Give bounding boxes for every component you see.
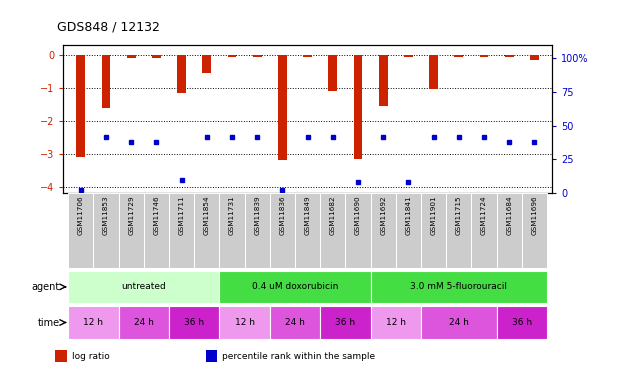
Text: GSM11839: GSM11839 — [254, 195, 260, 235]
Bar — [68, 306, 119, 339]
Bar — [270, 306, 320, 339]
Bar — [177, 55, 186, 93]
Text: GSM11715: GSM11715 — [456, 195, 462, 235]
Bar — [220, 306, 270, 339]
Text: GDS848 / 12132: GDS848 / 12132 — [57, 21, 160, 34]
Bar — [68, 193, 93, 268]
Bar — [295, 193, 320, 268]
Bar — [370, 306, 421, 339]
Text: 24 h: 24 h — [285, 318, 305, 327]
Text: 24 h: 24 h — [134, 318, 154, 327]
Text: GSM11706: GSM11706 — [78, 195, 84, 235]
Bar — [454, 55, 463, 57]
Text: 12 h: 12 h — [386, 318, 406, 327]
Text: GSM11746: GSM11746 — [153, 195, 160, 235]
Bar — [228, 55, 237, 57]
Bar — [220, 271, 370, 303]
Text: GSM11849: GSM11849 — [305, 195, 310, 235]
Text: percentile rank within the sample: percentile rank within the sample — [222, 352, 375, 361]
Text: GSM11729: GSM11729 — [128, 195, 134, 235]
Bar — [480, 55, 488, 57]
Bar — [421, 306, 497, 339]
Text: 12 h: 12 h — [235, 318, 254, 327]
Text: untreated: untreated — [121, 282, 166, 291]
Bar — [471, 193, 497, 268]
Text: GSM11696: GSM11696 — [531, 195, 538, 235]
Bar — [379, 55, 387, 106]
Bar — [127, 55, 136, 57]
Text: GSM11684: GSM11684 — [506, 195, 512, 235]
Bar — [206, 350, 217, 362]
Text: 36 h: 36 h — [335, 318, 355, 327]
Text: GSM11836: GSM11836 — [280, 195, 285, 235]
Bar — [245, 193, 270, 268]
Bar — [253, 55, 262, 57]
Bar — [370, 271, 547, 303]
Text: time: time — [38, 318, 60, 327]
Text: 36 h: 36 h — [512, 318, 532, 327]
Text: 3.0 mM 5-fluorouracil: 3.0 mM 5-fluorouracil — [410, 282, 507, 291]
Text: 24 h: 24 h — [449, 318, 469, 327]
Bar — [56, 350, 66, 362]
Text: GSM11690: GSM11690 — [355, 195, 361, 235]
Bar — [320, 306, 370, 339]
Text: agent: agent — [32, 282, 60, 292]
Bar — [404, 55, 413, 57]
Text: GSM11682: GSM11682 — [330, 195, 336, 235]
Bar — [497, 306, 547, 339]
Bar — [144, 193, 169, 268]
Bar — [152, 55, 161, 57]
Bar — [203, 55, 211, 73]
Bar — [304, 55, 312, 57]
Bar — [345, 193, 370, 268]
Bar — [429, 55, 438, 90]
Bar — [270, 193, 295, 268]
Bar — [68, 271, 220, 303]
Text: GSM11731: GSM11731 — [229, 195, 235, 235]
Text: 0.4 uM doxorubicin: 0.4 uM doxorubicin — [252, 282, 338, 291]
Text: 36 h: 36 h — [184, 318, 204, 327]
Text: GSM11841: GSM11841 — [406, 195, 411, 235]
Bar — [353, 55, 362, 159]
Text: GSM11724: GSM11724 — [481, 195, 487, 235]
Bar — [169, 193, 194, 268]
Bar — [119, 193, 144, 268]
Text: GSM11901: GSM11901 — [430, 195, 437, 235]
Text: log ratio: log ratio — [71, 352, 109, 361]
Bar — [522, 193, 547, 268]
Bar — [93, 193, 119, 268]
Text: GSM11854: GSM11854 — [204, 195, 209, 235]
Bar — [278, 55, 287, 160]
Bar — [220, 193, 245, 268]
Bar — [446, 193, 471, 268]
Bar — [320, 193, 345, 268]
Bar — [505, 55, 514, 57]
Text: 12 h: 12 h — [83, 318, 103, 327]
Bar — [497, 193, 522, 268]
Bar — [119, 306, 169, 339]
Bar — [530, 55, 539, 60]
Bar — [328, 55, 337, 91]
Bar — [396, 193, 421, 268]
Text: GSM11692: GSM11692 — [380, 195, 386, 235]
Bar — [370, 193, 396, 268]
Bar — [421, 193, 446, 268]
Bar — [102, 55, 110, 108]
Bar — [194, 193, 220, 268]
Bar — [76, 55, 85, 157]
Text: GSM11711: GSM11711 — [179, 195, 185, 235]
Text: GSM11853: GSM11853 — [103, 195, 109, 235]
Bar — [169, 306, 220, 339]
